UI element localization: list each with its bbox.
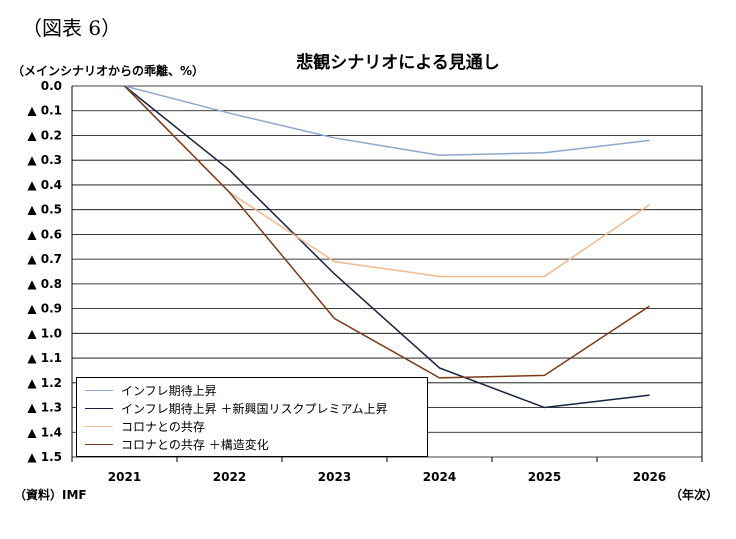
legend-item: インフレ期待上昇 (77, 381, 427, 399)
x-tick-label: 2024 (423, 470, 456, 484)
y-tick-label: ▲ 0.7 (27, 252, 62, 266)
y-tick-label: ▲ 0.9 (27, 302, 62, 316)
legend-item: コロナとの共存 ＋構造変化 (77, 435, 427, 453)
figure-label: （図表 6） (22, 16, 122, 40)
legend-swatch (85, 389, 113, 391)
y-unit-label: （メインシナリオからの乖離、%） (12, 64, 205, 78)
y-tick-label: ▲ 1.5 (27, 450, 62, 464)
series-line (124, 85, 650, 157)
x-tick-label: 2022 (213, 470, 246, 484)
y-tick-label: ▲ 1.3 (27, 401, 62, 415)
y-tick-label: ▲ 0.2 (27, 128, 62, 142)
y-tick-label: ▲ 1.1 (27, 351, 62, 365)
x-tick-label: 2023 (318, 470, 351, 484)
legend-item: コロナとの共存 (77, 417, 427, 435)
series-line (123, 85, 650, 278)
y-tick-label: ▲ 0.3 (27, 153, 62, 167)
legend: インフレ期待上昇 インフレ期待上昇 ＋新興国リスクプレミアム上昇 コロナとの共存… (76, 377, 428, 457)
legend-item: インフレ期待上昇 ＋新興国リスクプレミアム上昇 (77, 399, 427, 417)
legend-swatch (85, 407, 113, 409)
y-tick-label: ▲ 0.5 (27, 203, 62, 217)
series-line (124, 85, 650, 409)
legend-label: コロナとの共存 ＋構造変化 (121, 437, 269, 452)
legend-label: インフレ期待上昇 ＋新興国リスクプレミアム上昇 (121, 401, 388, 416)
legend-label: コロナとの共存 (121, 419, 205, 434)
y-tick-label: ▲ 0.8 (27, 277, 62, 291)
x-tick-label: 2026 (633, 470, 666, 484)
x-tick-label: 2021 (108, 470, 141, 484)
legend-swatch (85, 425, 113, 427)
x-tick-label: 2025 (528, 470, 561, 484)
chart-title: 悲観シナリオによる見通し (296, 53, 500, 73)
legend-label: インフレ期待上昇 (121, 383, 217, 398)
legend-swatch (85, 443, 113, 445)
y-tick-label: ▲ 0.6 (27, 227, 62, 241)
y-tick-label: 0.0 (41, 79, 62, 93)
y-tick-label: ▲ 0.1 (27, 104, 62, 118)
x-unit-label: （年次） (669, 488, 718, 502)
y-tick-label: ▲ 1.2 (27, 376, 62, 390)
series-line (123, 85, 650, 379)
y-tick-label: ▲ 1.4 (27, 425, 62, 439)
y-tick-label: ▲ 0.4 (27, 178, 62, 192)
source-note: （資料）IMF (14, 488, 87, 502)
y-tick-label: ▲ 1.0 (27, 326, 62, 340)
